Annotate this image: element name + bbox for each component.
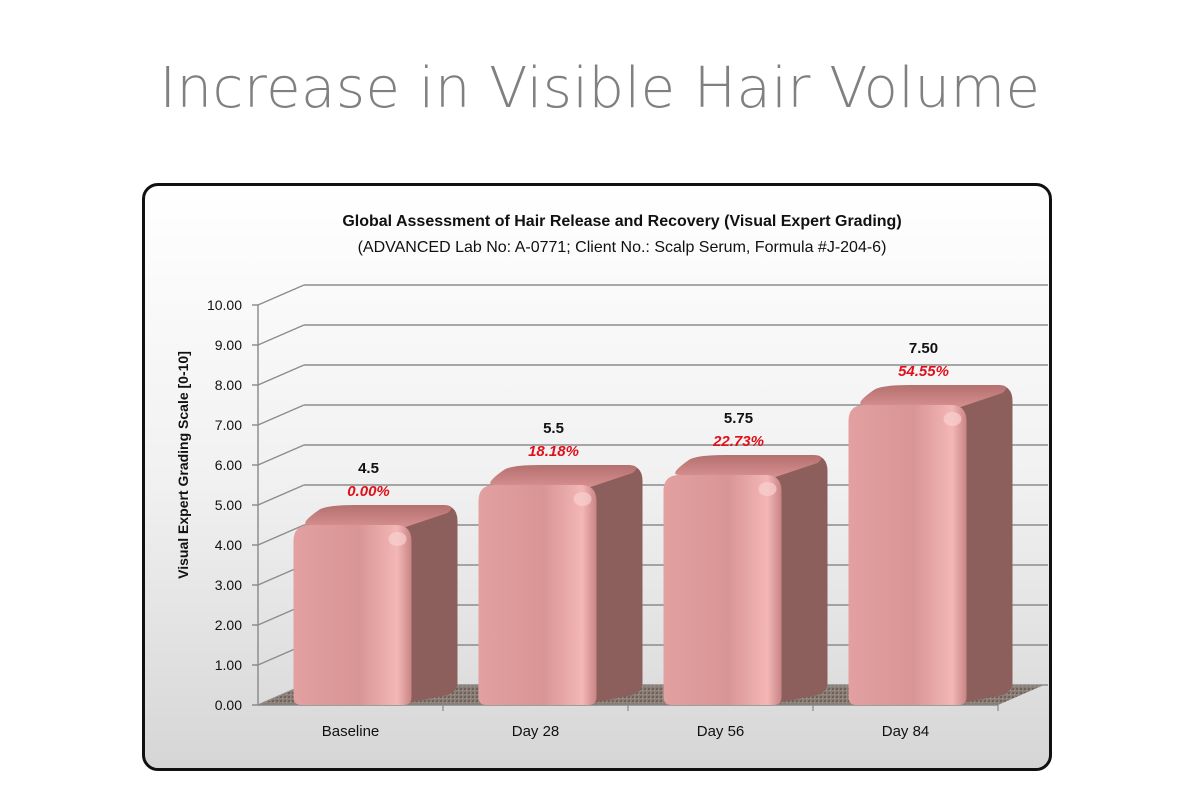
page-heading: Increase in Visible Hair Volume	[159, 56, 1041, 121]
x-tick-label: Day 28	[512, 723, 560, 740]
bar-baseline	[293, 505, 458, 705]
y-tick-label: 6.00	[215, 457, 242, 473]
gridline-depth	[257, 324, 305, 346]
gridline-depth	[257, 284, 305, 306]
bar-value-label: 7.50	[909, 340, 938, 357]
bar-front	[478, 485, 597, 705]
bar-highlight	[573, 492, 592, 506]
bar-top	[305, 505, 452, 527]
y-tick-label: 7.00	[215, 417, 242, 433]
y-tick-label: 2.00	[215, 617, 242, 633]
bar-front	[663, 475, 782, 705]
y-tick-label: 5.00	[215, 497, 242, 513]
bar-value-label: 5.5	[543, 420, 564, 437]
bar-percent-label: 22.73%	[712, 433, 764, 450]
gridline-depth	[257, 444, 305, 466]
y-tick-label: 3.00	[215, 577, 242, 593]
chart-title: Global Assessment of Hair Release and Re…	[342, 213, 901, 230]
bar-value-label: 5.75	[724, 410, 753, 427]
bar-day-84	[848, 385, 1013, 705]
bar-top	[860, 385, 1007, 407]
chart-subtitle: (ADVANCED Lab No: A-0771; Client No.: Sc…	[358, 239, 887, 256]
x-tick-label: Baseline	[322, 723, 380, 740]
bar-highlight	[388, 532, 407, 546]
bar-top	[675, 455, 822, 477]
gridline-depth	[257, 524, 305, 546]
y-tick-label: 1.00	[215, 657, 242, 673]
y-tick-label: 4.00	[215, 537, 242, 553]
bar-day-56	[663, 455, 828, 705]
y-tick-label: 9.00	[215, 337, 242, 353]
bar-percent-label: 0.00%	[347, 483, 390, 500]
gridline-depth	[257, 364, 305, 386]
gridline-depth	[257, 484, 305, 506]
y-tick-label: 10.00	[207, 297, 242, 313]
bar-front	[293, 525, 412, 705]
y-tick-label: 8.00	[215, 377, 242, 393]
y-tick-label: 0.00	[215, 697, 242, 713]
bar-top	[490, 465, 637, 487]
bar-day-28	[478, 465, 643, 705]
bar-percent-label: 18.18%	[528, 443, 579, 460]
bar-percent-label: 54.55%	[898, 363, 949, 380]
gridline-depth	[257, 404, 305, 426]
bar-value-label: 4.5	[358, 460, 379, 477]
y-axis-label: Visual Expert Grading Scale [0-10]	[175, 351, 191, 579]
bar-highlight	[758, 482, 777, 496]
bar-highlight	[943, 412, 962, 426]
bar-front	[848, 405, 967, 705]
x-tick-label: Day 84	[882, 723, 930, 740]
x-tick-label: Day 56	[697, 723, 745, 740]
